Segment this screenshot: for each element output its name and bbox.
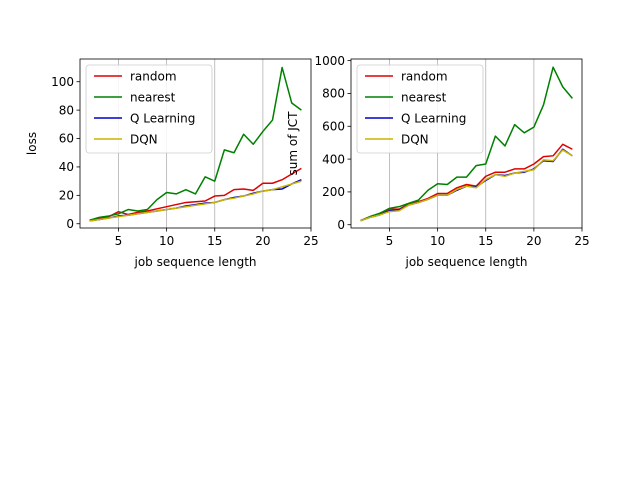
legend-label: Q Learning (401, 111, 466, 125)
x-axis-label: job sequence length (134, 255, 257, 269)
loss-chart: 5 10 15 20 25 0 20 40 60 80 100 job sequence length… (25, 58, 319, 269)
legend-label: DQN (130, 132, 158, 146)
series-line-nearest (89, 66, 302, 221)
x-tick-label: 15 (207, 234, 222, 248)
legend-label: Q Learning (130, 111, 195, 125)
legend-box (85, 64, 213, 154)
legend-label: random (401, 69, 448, 83)
legend-label: random (130, 69, 177, 83)
y-tick-label: 60 (59, 132, 74, 146)
y-tick-label: 600 (322, 119, 345, 133)
series-line-random (360, 143, 573, 222)
y-tick-label: 400 (322, 152, 345, 166)
y-tick-label: 200 (322, 185, 345, 199)
series-line-nearest (360, 66, 573, 222)
y-axis-label: sum of JCT (286, 111, 300, 176)
legend-label: nearest (130, 90, 176, 104)
x-tick-label: 15 (478, 234, 493, 248)
x-tick-label: 10 (159, 234, 174, 248)
x-tick-label: 25 (303, 234, 318, 248)
y-tick-label: 1000 (314, 54, 345, 68)
y-tick-label: 40 (59, 160, 74, 174)
x-tick-label: 5 (386, 234, 394, 248)
y-tick-label: 800 (322, 87, 345, 101)
legend-label: DQN (401, 132, 429, 146)
x-tick-label: 10 (430, 234, 445, 248)
y-tick-label: 100 (51, 75, 74, 89)
series-line-dqn (360, 149, 573, 222)
legend: random nearest Q Learning DQN (85, 64, 213, 154)
series-line-dqn (89, 180, 302, 222)
y-tick-label: 80 (59, 103, 74, 117)
axes-frame (79, 58, 312, 229)
x-tick-label: 20 (526, 234, 541, 248)
y-tick-label: 0 (337, 218, 345, 232)
x-axis-label: job sequence length (405, 255, 528, 269)
y-axis-label: loss (25, 132, 39, 155)
y-tick-label: 20 (59, 189, 74, 203)
legend: random nearest Q Learning DQN (356, 64, 484, 154)
x-tick-label: 5 (115, 234, 123, 248)
jct-chart: 5 10 15 20 25 0 200 400 600 800 1000 job sequence l… (286, 54, 590, 269)
axes-frame (350, 58, 583, 229)
series-line-random (89, 167, 302, 221)
x-tick-label: 25 (574, 234, 589, 248)
y-tick-label: 0 (66, 217, 74, 231)
legend-label: nearest (401, 90, 447, 104)
legend-box (356, 64, 484, 154)
x-tick-label: 20 (255, 234, 270, 248)
